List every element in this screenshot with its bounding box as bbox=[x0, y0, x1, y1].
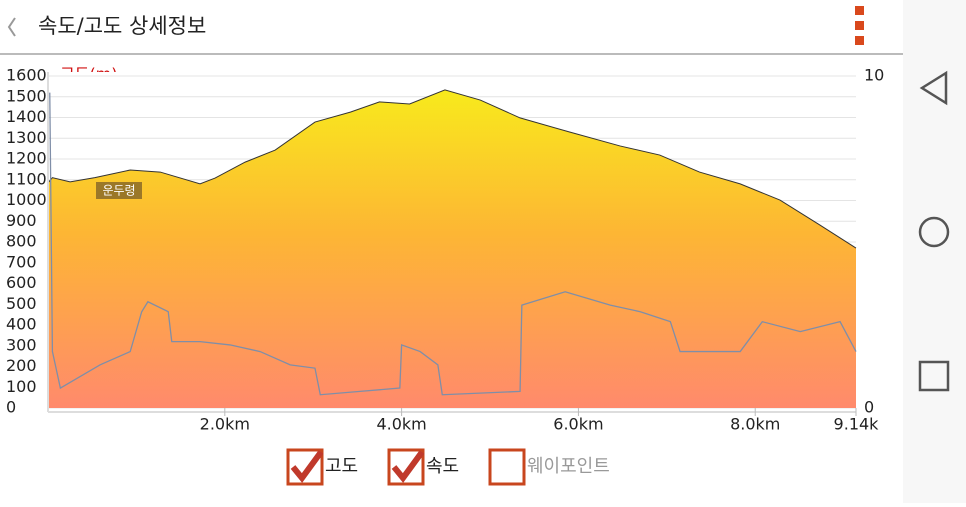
y-tick-label: 1100 bbox=[6, 169, 47, 188]
y-tick-label: 1200 bbox=[6, 149, 47, 168]
check-mark bbox=[391, 450, 425, 483]
y-tick-label: 0 bbox=[6, 398, 16, 417]
nav-bar bbox=[903, 0, 966, 503]
y-tick-label: 100 bbox=[6, 377, 37, 396]
y-tick-label: 700 bbox=[6, 252, 37, 271]
y-tick-label: 1500 bbox=[6, 86, 47, 105]
y-tick-label: 300 bbox=[6, 335, 37, 354]
legend-label: 고도 bbox=[325, 456, 358, 477]
y-tick-label: 200 bbox=[6, 356, 37, 375]
x-tick-label: 9.14k bbox=[834, 415, 880, 434]
speed-line bbox=[49, 92, 857, 396]
nav-back[interactable] bbox=[919, 70, 948, 106]
chart: 0100200300400500600700800900100011001200… bbox=[6, 66, 884, 486]
x-tick-label: 6.0km bbox=[553, 415, 603, 434]
header-title: 속도/고도 상세정보 bbox=[38, 14, 206, 38]
nav-recent[interactable] bbox=[918, 360, 950, 392]
annotation-bg bbox=[96, 182, 142, 199]
x-tick-label: 8.0km bbox=[730, 415, 780, 434]
y-tick-label: 1400 bbox=[6, 107, 47, 126]
y-tick-label: 600 bbox=[6, 273, 37, 292]
x-tick-label: 2.0km bbox=[200, 415, 250, 434]
y-tick-label: 900 bbox=[6, 211, 37, 230]
y-tick-label: 1000 bbox=[6, 190, 47, 209]
y-tick-label: 500 bbox=[6, 294, 37, 313]
x-tick-label: 4.0km bbox=[376, 415, 426, 434]
y-tick-label: 1300 bbox=[6, 128, 47, 147]
altitude-line bbox=[47, 89, 857, 249]
back-button[interactable] bbox=[7, 17, 16, 37]
legend-label: 웨이포인트 bbox=[527, 456, 610, 477]
legend-label: 속도 bbox=[426, 456, 459, 477]
nav-home[interactable] bbox=[918, 216, 950, 248]
altitude-area bbox=[48, 89, 856, 408]
y-tick-label: 400 bbox=[6, 315, 37, 334]
y2-tick-label: 0 bbox=[864, 398, 874, 417]
check-mark bbox=[290, 450, 324, 483]
checkbox[interactable] bbox=[488, 448, 526, 486]
y2-tick-label: 10 bbox=[864, 66, 884, 85]
y-tick-label: 800 bbox=[6, 232, 37, 251]
annotation: 운두령 bbox=[102, 184, 135, 198]
y-tick-label: 1600 bbox=[6, 66, 47, 85]
menu-button[interactable] bbox=[855, 6, 864, 45]
